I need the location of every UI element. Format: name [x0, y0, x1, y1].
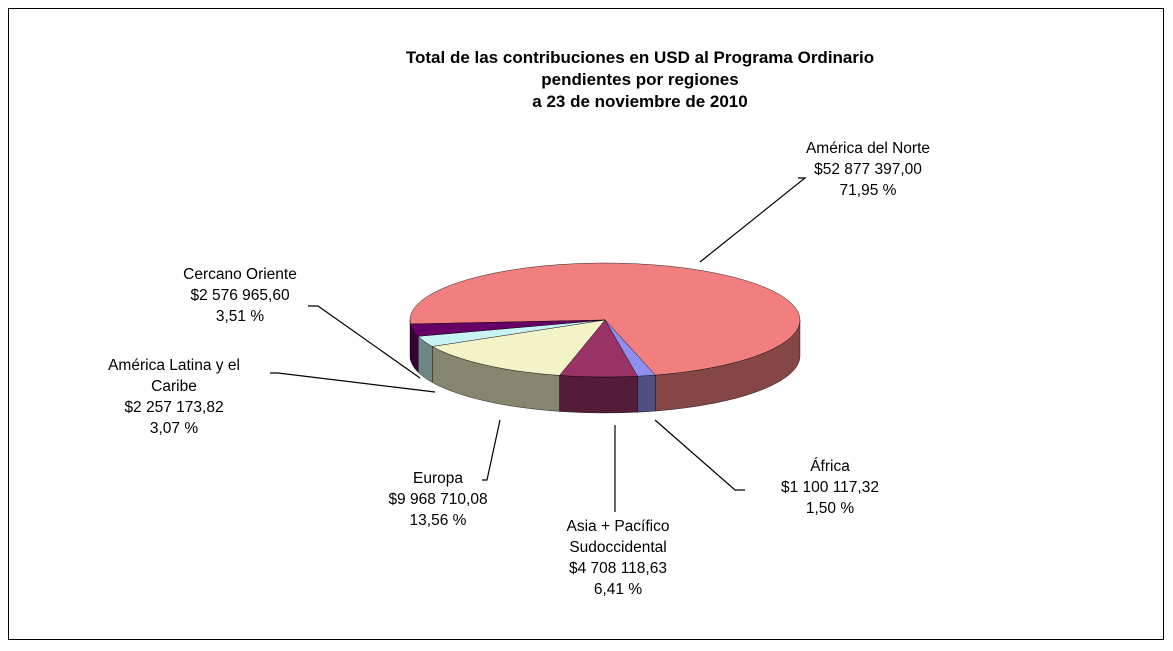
- slice-side: [559, 375, 638, 414]
- data-label: África $1 100 117,32 1,50 %: [755, 456, 905, 519]
- label-category: Asia + Pacífico Sudoccidental: [566, 518, 670, 556]
- slice: [410, 319, 606, 337]
- label-category: Europa: [413, 470, 463, 487]
- slice: [431, 319, 606, 376]
- label-percent: 6,41 %: [593, 581, 643, 598]
- label-category: África: [810, 458, 850, 475]
- data-label: Cercano Oriente $2 576 965,60 3,51 %: [160, 264, 320, 327]
- slice: [409, 262, 801, 376]
- leader-line: [308, 305, 421, 379]
- label-percent: 1,50 %: [805, 500, 855, 517]
- data-label: América del Norte $52 877 397,00 71,95 %: [793, 138, 943, 201]
- label-amount: $2 257 173,82: [124, 399, 224, 416]
- label-amount: $52 877 397,00: [814, 161, 922, 178]
- label-amount: $4 708 118,63: [569, 560, 667, 577]
- label-amount: $1 100 117,32: [781, 479, 879, 496]
- label-percent: 13,56 %: [409, 512, 467, 529]
- leader-line: [270, 372, 436, 393]
- label-category: América Latina y el Caribe: [108, 357, 240, 395]
- label-percent: 3,51 %: [215, 308, 265, 325]
- label-category: Cercano Oriente: [183, 266, 297, 283]
- chart-title: Total de las contribuciones en USD al Pr…: [405, 48, 875, 111]
- data-label: América Latina y el Caribe $2 257 173,82 3…: [90, 355, 258, 439]
- leader-line: [699, 177, 807, 263]
- chart-frame: [8, 8, 1164, 640]
- leader-line: [654, 419, 745, 491]
- label-category: América del Norte: [805, 140, 931, 157]
- leader-line: [482, 419, 501, 481]
- data-label: Asia + Pacífico Sudoccidental $4 708 118,…: [540, 516, 696, 600]
- data-label: Europa $9 968 710,08 13,56 %: [363, 468, 513, 531]
- label-amount: $9 968 710,08: [388, 491, 488, 508]
- label-amount: $2 576 965,60: [190, 287, 290, 304]
- label-percent: 71,95 %: [839, 182, 897, 199]
- slice-side: [637, 374, 656, 413]
- label-percent: 3,07 %: [149, 420, 199, 437]
